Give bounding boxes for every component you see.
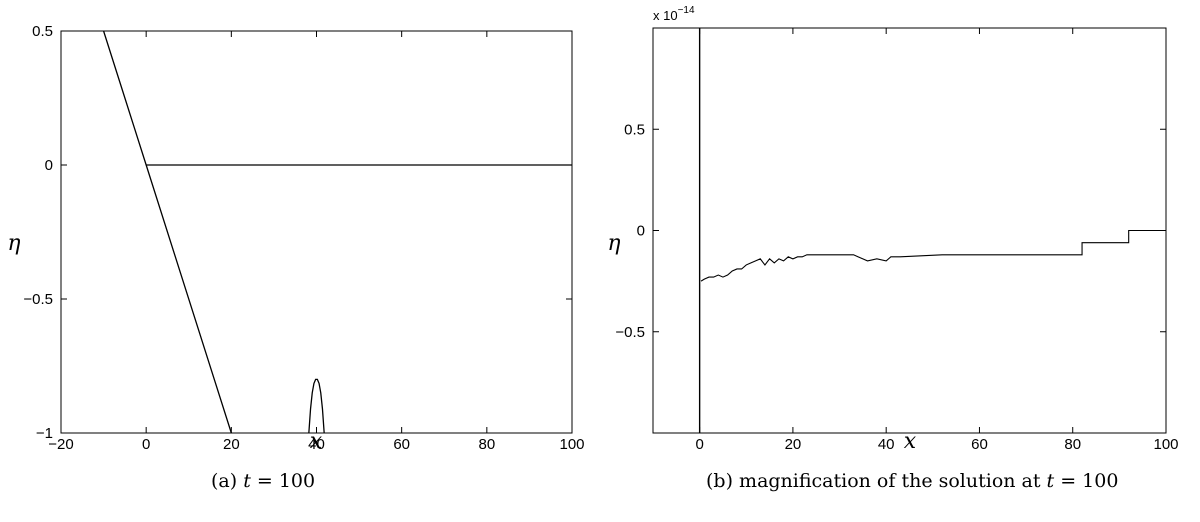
chart-b-y-tick-label: 0.5 (624, 121, 645, 138)
chart-b-x-tick-label: 60 (971, 436, 988, 453)
chart-b-x-tick-label: 40 (878, 436, 895, 453)
chart-a-x-axis-label: x (310, 429, 323, 454)
chart-a-line-bump (308, 378, 325, 434)
chart-a-y-tick-label: 0 (45, 157, 53, 174)
chart-a-y-axis-label: η (7, 231, 20, 256)
chart-b-y-tick-label: −0.5 (615, 324, 645, 341)
chart-a-x-tick-label: 60 (393, 436, 410, 453)
chart-a-plot-frame (60, 30, 573, 434)
chart-a-caption: (a) t = 100 (211, 470, 315, 492)
chart-a-y-tick-label: 0.5 (32, 23, 53, 40)
chart-b-caption: (b) magnification of the solution at t =… (706, 470, 1118, 492)
chart-b-line-residual (700, 229, 1166, 282)
chart-b-plot-frame (652, 27, 1167, 434)
chart-b: 0 20 40 60 80 100 −0.5 0 0.5 x 10−14 x η… (607, 5, 1178, 492)
chart-b-x-tick-label: 100 (1153, 436, 1178, 453)
chart-a-x-tick-label: 100 (559, 436, 584, 453)
chart-a: −20 0 20 40 60 80 100 −1 −0.5 0 0.5 x η … (7, 23, 584, 492)
chart-a-y-tick-label: −1 (36, 425, 53, 442)
chart-b-x-tick-label: 80 (1064, 436, 1081, 453)
chart-a-x-tick-label: 0 (142, 436, 150, 453)
chart-a-x-tick-label: 20 (223, 436, 240, 453)
chart-a-x-tick-label: −20 (48, 436, 73, 453)
chart-b-x-axis-label: x (904, 429, 917, 454)
chart-b-y-multiplier: x 10−14 (653, 5, 695, 23)
chart-a-x-tick-label: 80 (478, 436, 495, 453)
chart-a-y-tick-label: −0.5 (23, 291, 53, 308)
chart-b-y-tick-label: 0 (637, 223, 645, 240)
chart-a-x-tick-label: 40 (308, 436, 325, 453)
chart-b-x-tick-label: 20 (785, 436, 802, 453)
chart-b-y-axis-label: η (607, 231, 620, 256)
chart-b-x-tick-label: 0 (695, 436, 703, 453)
chart-a-ticks (60, 30, 573, 434)
